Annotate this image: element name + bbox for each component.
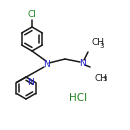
Text: N: N [79,58,85,67]
Text: Cl: Cl [28,10,36,19]
Text: 3: 3 [102,76,106,82]
Text: N: N [27,78,34,87]
Text: HCl: HCl [69,93,87,103]
Text: CH: CH [94,74,107,83]
Text: CH: CH [91,38,104,47]
Text: N: N [43,60,49,69]
Text: 3: 3 [99,43,103,49]
